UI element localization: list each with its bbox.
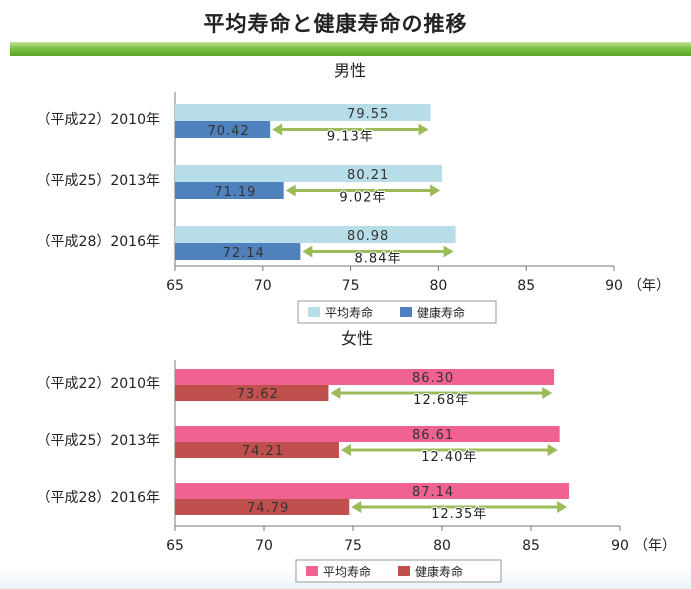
page-title: 平均寿命と健康寿命の推移	[203, 12, 468, 36]
female-gap-arrow-head-left	[330, 387, 341, 399]
male-legend-label-health: 健康寿命	[417, 305, 465, 320]
female-tick-label: 65	[166, 538, 184, 554]
male-legend-box	[297, 300, 497, 324]
female-health-value-label: 74.79	[247, 501, 289, 516]
female-gap-arrow-head-left	[351, 501, 362, 513]
female-gap-arrow-head-right	[557, 501, 568, 513]
male-legend-label-avg: 平均寿命	[325, 305, 373, 320]
male-x-unit: （年）	[628, 278, 670, 294]
male-category-label: （平成28）2016年	[37, 234, 160, 250]
female-category-label: （平成22）2010年	[37, 376, 160, 392]
female-avg-value-label: 87.14	[412, 485, 454, 500]
female-bar-avg	[175, 426, 560, 442]
female-tick-label: 80	[433, 538, 451, 554]
male-legend-swatch-avg	[308, 307, 320, 317]
female-legend-swatch-health	[398, 566, 410, 576]
female-gap-label: 12.40年	[421, 450, 477, 465]
male-bar-health	[175, 121, 271, 138]
male-legend-swatch-health	[400, 307, 412, 317]
female-bar-health	[175, 442, 339, 458]
female-category-label: （平成25）2013年	[37, 433, 160, 449]
male-tick-label: 65	[166, 278, 184, 294]
male-gap-arrow-head-left	[285, 184, 296, 197]
male-avg-value-label: 79.55	[347, 107, 389, 122]
male-health-value-label: 71.19	[214, 185, 256, 200]
male-health-value-label: 72.14	[223, 246, 265, 261]
male-tick-label: 85	[517, 278, 535, 294]
male-tick-label: 75	[342, 278, 360, 294]
female-bar-health	[175, 385, 329, 401]
female-avg-value-label: 86.30	[412, 371, 454, 386]
female-tick-label: 75	[344, 538, 362, 554]
female-title: 女性	[341, 329, 373, 348]
male-gap-label: 9.02年	[339, 191, 386, 206]
female-avg-value-label: 86.61	[412, 428, 454, 443]
female-health-value-label: 73.62	[237, 387, 279, 402]
male-avg-value-label: 80.21	[347, 168, 389, 183]
female-tick-label: 70	[255, 538, 273, 554]
male-category-label: （平成22）2010年	[37, 112, 160, 128]
female-gap-arrow-head-right	[542, 387, 553, 399]
male-avg-value-label: 80.98	[347, 229, 389, 244]
male-tick-label: 80	[429, 278, 447, 294]
female-bar-avg	[175, 369, 555, 385]
female-gap-label: 12.35年	[431, 507, 487, 522]
male-gap-arrow-head-right	[418, 123, 429, 136]
female-legend-label-health: 健康寿命	[415, 564, 463, 579]
male-category-label: （平成25）2013年	[37, 173, 160, 189]
female-tick-label: 85	[522, 538, 540, 554]
female-tick-label: 90	[611, 538, 629, 554]
female-legend-swatch-avg	[306, 566, 318, 576]
male-bar-health	[175, 182, 284, 199]
male-title: 男性	[334, 61, 366, 80]
female-legend-label-avg: 平均寿命	[323, 564, 371, 579]
male-health-value-label: 70.42	[207, 124, 249, 139]
female-x-unit: （年）	[634, 538, 676, 554]
female-gap-arrow-head-left	[340, 444, 351, 456]
male-gap-label: 9.13年	[327, 130, 374, 145]
female-category-label: （平成28）2016年	[37, 490, 160, 506]
male-gap-arrow-head-right	[443, 245, 454, 258]
female-bar-avg	[175, 483, 570, 499]
female-gap-label: 12.68年	[413, 393, 469, 408]
male-gap-arrow-head-right	[430, 184, 441, 197]
header-band	[10, 42, 691, 56]
female-health-value-label: 74.21	[242, 444, 284, 459]
male-tick-label: 70	[254, 278, 272, 294]
male-bar-health	[175, 243, 301, 260]
male-gap-arrow-head-left	[272, 123, 283, 136]
female-gap-arrow-head-right	[547, 444, 558, 456]
male-bar-avg	[175, 104, 431, 121]
male-gap-arrow-head-left	[302, 245, 313, 258]
male-bar-avg	[175, 226, 456, 243]
male-bar-avg	[175, 165, 443, 182]
male-gap-label: 8.84年	[355, 252, 402, 267]
male-tick-label: 90	[605, 278, 623, 294]
female-bar-health	[175, 499, 350, 515]
